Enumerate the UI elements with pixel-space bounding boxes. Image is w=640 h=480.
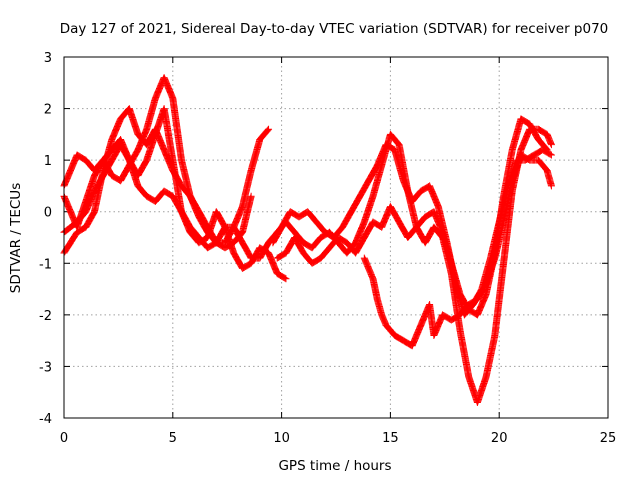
- x-tick-label: 0: [60, 431, 68, 446]
- y-tick-label: 3: [44, 51, 52, 66]
- series-track-8: [360, 151, 555, 350]
- x-tick-label: 20: [491, 431, 508, 446]
- y-tick-label: 0: [44, 206, 52, 221]
- x-axis-label: GPS time / hours: [278, 458, 391, 474]
- x-tick-labels: 0 5 10 15 20 25: [60, 431, 616, 446]
- y-tick-label: 2: [44, 103, 52, 118]
- y-tick-label: 1: [44, 154, 52, 169]
- x-tick-label: 10: [273, 431, 290, 446]
- x-tick-label: 25: [600, 431, 617, 446]
- chart-title: Day 127 of 2021, Sidereal Day-to-day VTE…: [60, 21, 609, 37]
- y-tick-label: -2: [39, 309, 52, 324]
- x-tick-label: 15: [382, 431, 399, 446]
- marker-path: [360, 151, 555, 350]
- y-axis-label: SDTVAR / TECUs: [8, 183, 24, 293]
- y-tick-label: -4: [39, 412, 52, 427]
- y-tick-label: -1: [39, 257, 52, 272]
- plot-frame: [63, 56, 609, 419]
- y-tick-label: -3: [39, 360, 52, 375]
- data-markers: [60, 74, 555, 406]
- x-tick-label: 5: [169, 431, 177, 446]
- y-tick-labels: -4 -3 -2 -1 0 1 2 3: [39, 51, 52, 427]
